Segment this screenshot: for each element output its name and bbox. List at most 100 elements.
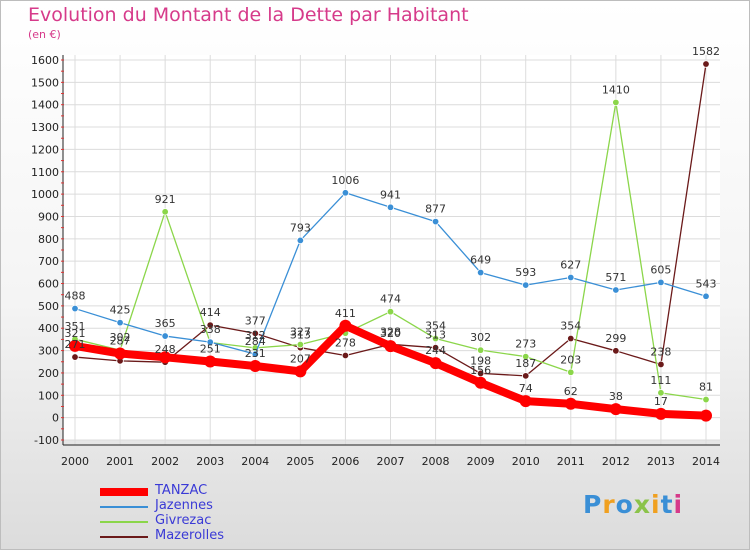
data-point xyxy=(700,409,712,422)
data-label: 299 xyxy=(605,332,626,345)
data-label: 877 xyxy=(425,203,446,216)
data-label: 793 xyxy=(290,221,311,234)
data-point xyxy=(251,329,259,338)
y-tick-label: 400 xyxy=(38,322,59,335)
x-tick-label: 2005 xyxy=(286,455,314,468)
data-point xyxy=(519,395,532,408)
data-label: 62 xyxy=(564,385,578,398)
data-point xyxy=(204,355,217,368)
data-point xyxy=(474,376,487,389)
data-point xyxy=(476,268,485,277)
x-tick-label: 2003 xyxy=(196,455,224,468)
y-tick-label: 1300 xyxy=(31,121,59,134)
data-label: 921 xyxy=(155,193,176,206)
data-label: 17 xyxy=(654,395,668,408)
data-label: 278 xyxy=(335,337,356,350)
data-label: 365 xyxy=(155,317,176,330)
data-label: 271 xyxy=(65,338,86,351)
data-label: 327 xyxy=(290,326,311,339)
legend-item: Mazerolles xyxy=(100,528,300,544)
data-point xyxy=(206,321,214,329)
data-label: 198 xyxy=(470,354,491,367)
data-point xyxy=(564,397,577,410)
data-label: 111 xyxy=(650,374,671,387)
data-label: 321 xyxy=(65,327,86,340)
data-point xyxy=(71,304,79,313)
x-tick-label: 2006 xyxy=(331,455,359,468)
data-point xyxy=(296,236,305,245)
logo-letter: i xyxy=(651,490,661,519)
y-tick-label: 1400 xyxy=(31,99,59,112)
legend-swatch xyxy=(100,506,148,508)
logo-letter: P xyxy=(583,490,603,519)
data-label: 284 xyxy=(245,335,266,348)
data-label: 231 xyxy=(245,347,266,360)
data-label: 377 xyxy=(245,314,266,327)
data-label: 593 xyxy=(515,266,536,279)
y-tick-label: 700 xyxy=(38,255,59,268)
data-point xyxy=(431,217,440,226)
logo-letter: i xyxy=(673,490,684,519)
data-label: 207 xyxy=(290,352,311,365)
x-tick-label: 2001 xyxy=(106,455,134,468)
data-point xyxy=(251,350,259,358)
data-point xyxy=(114,347,127,360)
x-tick-label: 2013 xyxy=(647,455,675,468)
data-point xyxy=(341,189,350,197)
x-tick-label: 2004 xyxy=(241,455,269,468)
data-point xyxy=(657,389,665,397)
data-point xyxy=(431,334,440,343)
chart-title: Evolution du Montant de la Dette par Hab… xyxy=(28,4,469,26)
data-point xyxy=(341,351,350,360)
data-label: 244 xyxy=(425,344,446,357)
data-label: 425 xyxy=(110,304,131,317)
data-point xyxy=(657,278,665,287)
x-tick-label: 2012 xyxy=(602,455,630,468)
data-point xyxy=(567,334,575,343)
legend-label: TANZAC xyxy=(155,483,208,498)
y-tick-label: 500 xyxy=(38,300,59,313)
legend-item: Givrezac xyxy=(100,513,300,529)
data-point xyxy=(386,203,395,212)
legend-item: Jazennes xyxy=(100,498,300,514)
data-point xyxy=(612,286,620,294)
data-point xyxy=(522,281,530,289)
data-label: 251 xyxy=(200,343,221,356)
data-label: 287 xyxy=(110,334,131,347)
data-label: 313 xyxy=(290,329,311,342)
data-label: 1582 xyxy=(692,45,720,58)
data-point xyxy=(654,407,667,420)
data-label: 338 xyxy=(200,323,221,336)
y-tick-label: 1000 xyxy=(31,188,59,201)
data-label: 474 xyxy=(380,293,401,306)
data-label: 302 xyxy=(110,331,131,344)
data-label: 649 xyxy=(470,254,491,267)
legend-item: TANZAC xyxy=(100,483,300,499)
data-point xyxy=(702,60,710,68)
x-tick-label: 2002 xyxy=(151,455,179,468)
legend-label: Mazerolles xyxy=(155,528,225,543)
data-point xyxy=(249,360,262,373)
data-point xyxy=(71,353,79,361)
data-label: 354 xyxy=(425,320,446,333)
data-label: 411 xyxy=(335,307,356,320)
data-point xyxy=(567,368,575,376)
x-tick-label: 2011 xyxy=(557,455,585,468)
logo-letter: o xyxy=(615,490,634,519)
data-point xyxy=(657,360,665,369)
y-tick-label: 1500 xyxy=(31,76,59,89)
data-label: 187 xyxy=(515,357,536,370)
data-label: 203 xyxy=(560,353,581,366)
data-point xyxy=(161,332,169,340)
data-label: 74 xyxy=(519,382,533,395)
legend-swatch xyxy=(100,536,148,538)
legend-label: Givrezac xyxy=(155,513,212,528)
proxiti-logo: Proxiti xyxy=(583,490,683,519)
y-tick-label: 800 xyxy=(38,233,59,246)
data-point xyxy=(159,351,172,364)
x-tick-label: 2009 xyxy=(467,455,495,468)
data-label: 627 xyxy=(560,258,581,271)
data-point xyxy=(206,338,214,346)
data-label: 273 xyxy=(515,338,536,351)
